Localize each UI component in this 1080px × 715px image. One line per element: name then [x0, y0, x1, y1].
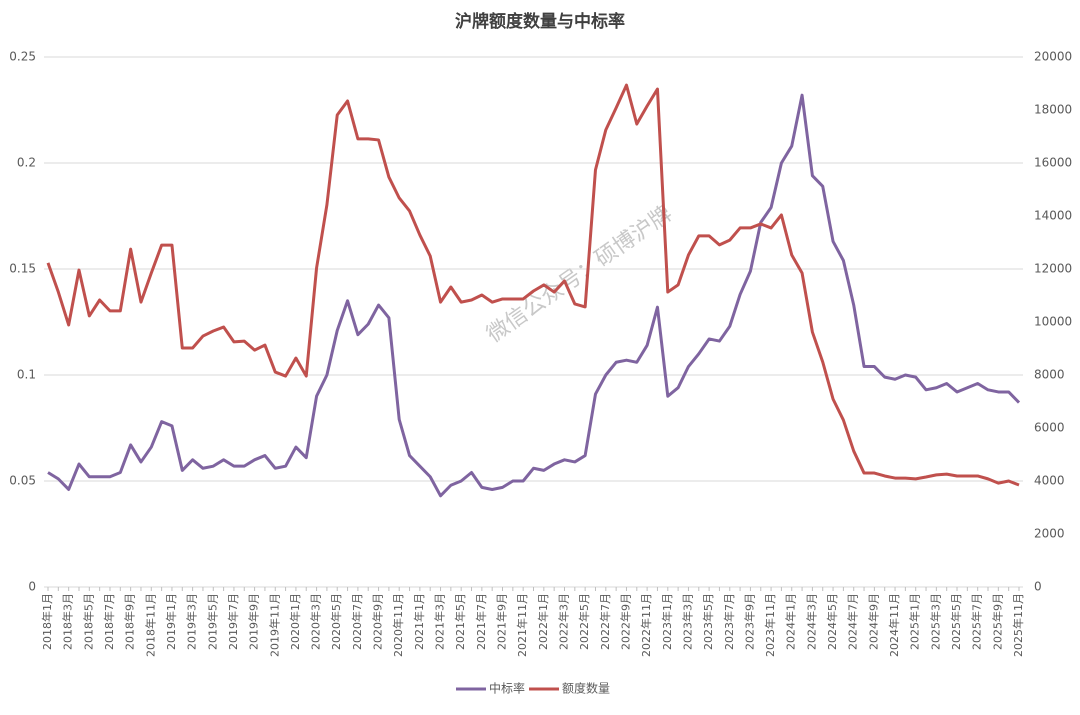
x-tick-label: 2018年5月 [81, 593, 95, 650]
y2-tick-label: 0 [1034, 580, 1042, 594]
x-tick-label: 2019年5月 [205, 593, 219, 650]
x-tick-label: 2022年5月 [577, 593, 591, 650]
x-tick-label: 2020年1月 [288, 593, 302, 650]
y-tick-label: 0.1 [17, 368, 36, 382]
x-tick-label: 2018年9月 [123, 593, 137, 650]
x-tick-label: 2022年9月 [618, 593, 632, 650]
x-tick-label: 2024年7月 [846, 593, 860, 650]
x-tick-label: 2021年9月 [495, 593, 509, 650]
x-tick-label: 2024年9月 [866, 593, 880, 650]
series-line [47, 93, 1021, 498]
y-tick-label: 0.25 [9, 50, 36, 64]
y2-tick-label: 4000 [1034, 474, 1065, 488]
y-tick-label: 0.2 [17, 156, 36, 170]
chart-title: 沪牌额度数量与中标率 [455, 11, 625, 32]
x-tick-label: 2020年11月 [391, 593, 405, 657]
y2-tick-label: 16000 [1034, 156, 1072, 170]
x-tick-label: 2018年3月 [61, 593, 75, 650]
y2-tick-label: 6000 [1034, 421, 1065, 435]
x-tick-label: 2019年9月 [247, 593, 261, 650]
x-tick-label: 2018年7月 [102, 593, 116, 650]
x-tick-label: 2024年3月 [804, 593, 818, 650]
legend-label: 中标率 [489, 681, 525, 696]
x-tick-label: 2024年1月 [784, 593, 798, 650]
x-tick-label: 2025年5月 [949, 593, 963, 650]
y-tick-label: 0.15 [9, 262, 36, 276]
x-tick-label: 2020年7月 [350, 593, 364, 650]
x-tick-label: 2021年5月 [453, 593, 467, 650]
x-tick-label: 2025年11月 [1011, 593, 1025, 657]
x-tick-label: 2020年3月 [309, 593, 323, 650]
x-tick-label: 2025年7月 [970, 593, 984, 650]
x-tick-label: 2021年3月 [433, 593, 447, 650]
x-tick-label: 2025年1月 [908, 593, 922, 650]
x-tick-label: 2025年3月 [928, 593, 942, 650]
x-tick-label: 2024年5月 [825, 593, 839, 650]
y-tick-label: 0 [28, 580, 36, 594]
x-tick-label: 2022年7月 [598, 593, 612, 650]
x-tick-label: 2024年11月 [887, 593, 901, 657]
x-tick-label: 2022年3月 [556, 593, 570, 650]
x-tick-label: 2022年11月 [639, 593, 653, 657]
x-tick-label: 2023年5月 [701, 593, 715, 650]
x-tick-label: 2019年7月 [226, 593, 240, 650]
y2-tick-label: 14000 [1034, 209, 1072, 223]
x-tick-label: 2023年9月 [742, 593, 756, 650]
x-tick-label: 2021年11月 [515, 593, 529, 657]
x-tick-label: 2018年1月 [40, 593, 54, 650]
x-tick-label: 2023年11月 [763, 593, 777, 657]
x-tick-label: 2020年9月 [371, 593, 385, 650]
legend-label: 额度数量 [562, 681, 610, 696]
y2-tick-label: 12000 [1034, 262, 1072, 276]
y2-tick-label: 8000 [1034, 368, 1065, 382]
x-tick-label: 2021年1月 [412, 593, 426, 650]
x-tick-label: 2025年9月 [990, 593, 1004, 650]
x-tick-label: 2023年7月 [722, 593, 736, 650]
x-tick-label: 2021年7月 [474, 593, 488, 650]
watermark: 微信公众号：硕博沪牌 [482, 201, 677, 348]
x-tick-label: 2019年3月 [185, 593, 199, 650]
series-line [46, 83, 1020, 487]
x-tick-label: 2019年11月 [267, 593, 281, 657]
x-tick-label: 2023年3月 [680, 593, 694, 650]
x-tick-label: 2023年1月 [660, 593, 674, 650]
x-tick-label: 2019年1月 [164, 593, 178, 650]
y2-tick-label: 18000 [1034, 103, 1072, 117]
y2-tick-label: 2000 [1034, 527, 1065, 541]
y-tick-label: 0.05 [9, 474, 36, 488]
x-tick-label: 2018年11月 [143, 593, 157, 657]
y2-tick-label: 10000 [1034, 315, 1072, 329]
x-tick-label: 2022年1月 [536, 593, 550, 650]
y2-tick-label: 20000 [1034, 50, 1072, 64]
x-tick-label: 2020年5月 [329, 593, 343, 650]
